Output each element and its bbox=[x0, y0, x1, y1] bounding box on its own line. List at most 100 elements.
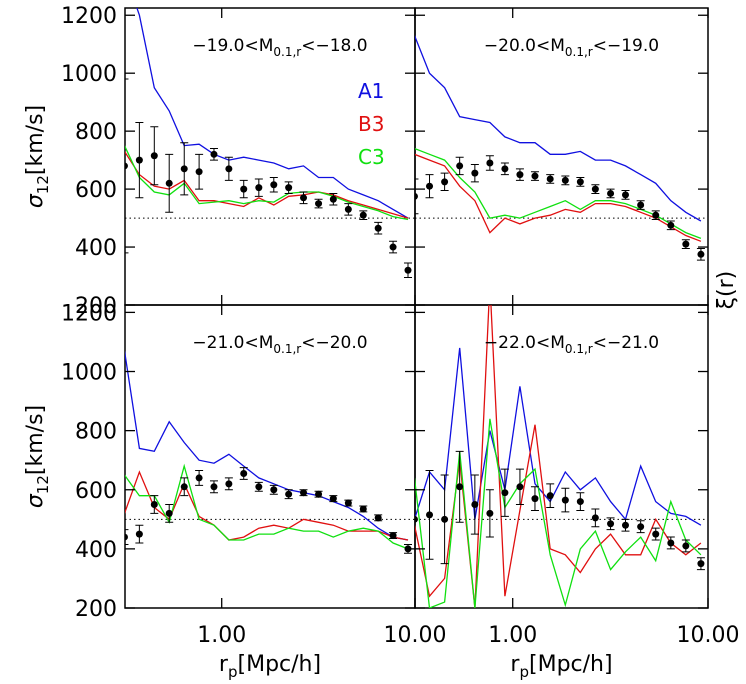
x-axis-label: rp[Mpc/h] bbox=[219, 652, 321, 681]
data-point bbox=[240, 185, 248, 193]
x-tick-label: 1.00 bbox=[197, 623, 246, 648]
data-point bbox=[501, 489, 509, 497]
series-line bbox=[136, 8, 409, 219]
data-point bbox=[300, 489, 308, 497]
data-point bbox=[501, 165, 509, 173]
data-point bbox=[389, 243, 397, 251]
title-sub: 0.1,r bbox=[565, 45, 593, 59]
data-point bbox=[637, 201, 645, 209]
data-point bbox=[344, 499, 352, 507]
y-axis-label-unit: [km/s] bbox=[23, 405, 48, 475]
data-point bbox=[165, 509, 173, 517]
data-point bbox=[374, 224, 382, 232]
data-point bbox=[441, 178, 449, 186]
data-point bbox=[531, 495, 539, 503]
data-point bbox=[135, 530, 143, 538]
title-sub: 0.1,r bbox=[273, 45, 301, 59]
plot-area bbox=[415, 305, 708, 608]
data-point bbox=[359, 211, 367, 219]
data-point bbox=[329, 495, 337, 503]
y-tick-label: 1000 bbox=[61, 62, 117, 87]
x-axis-label-sub: p bbox=[519, 663, 529, 681]
panel-frame bbox=[414, 304, 709, 609]
data-point bbox=[125, 162, 128, 170]
title-prefix: −20.0<M bbox=[484, 36, 565, 56]
title-suffix: <−18.0 bbox=[301, 36, 367, 56]
data-point bbox=[150, 501, 158, 509]
data-point bbox=[315, 200, 323, 208]
data-point bbox=[210, 483, 218, 491]
x-axis-label: rp[Mpc/h] bbox=[510, 652, 612, 681]
data-point bbox=[652, 530, 660, 538]
data-point bbox=[374, 514, 382, 522]
data-point bbox=[561, 176, 569, 184]
data-point bbox=[531, 172, 539, 180]
title-prefix: −21.0<M bbox=[192, 333, 273, 353]
x-axis-label-unit: [Mpc/h] bbox=[529, 652, 613, 677]
data-point bbox=[652, 211, 660, 219]
legend-entry: A1 bbox=[358, 79, 384, 103]
title-sub: 0.1,r bbox=[273, 342, 301, 356]
y-axis-label-sub: 12 bbox=[34, 475, 52, 494]
y-axis-label-sub: 12 bbox=[34, 175, 52, 194]
data-point bbox=[255, 184, 263, 192]
y-tick-label: 600 bbox=[75, 479, 117, 504]
data-point bbox=[415, 515, 418, 523]
data-point bbox=[516, 483, 524, 491]
data-point bbox=[135, 156, 143, 164]
data-point bbox=[426, 182, 434, 190]
legend-entry: C3 bbox=[358, 145, 385, 169]
data-point bbox=[441, 515, 449, 523]
series-line bbox=[125, 145, 409, 221]
error-bar bbox=[415, 178, 419, 215]
data-point bbox=[621, 191, 629, 199]
panel-title: −20.0<M0.1,r<−19.0 bbox=[484, 36, 659, 59]
data-point bbox=[456, 483, 464, 491]
data-point bbox=[389, 532, 397, 540]
y-tick-label: 1200 bbox=[61, 301, 117, 326]
data-point bbox=[415, 192, 418, 200]
title-suffix: <−21.0 bbox=[593, 333, 659, 353]
panel: −20.0<M0.1,r<−19.0 bbox=[414, 7, 709, 306]
x-axis-label-symbol: r bbox=[510, 652, 520, 677]
data-point bbox=[546, 492, 554, 500]
y-axis-label-symbol: σ bbox=[23, 193, 48, 208]
data-point bbox=[300, 194, 308, 202]
y-axis-label-unit: [km/s] bbox=[23, 105, 48, 175]
data-point bbox=[165, 179, 173, 187]
panel-title: −19.0<M0.1,r<−18.0 bbox=[192, 36, 367, 59]
series-line bbox=[415, 35, 702, 222]
data-point bbox=[225, 480, 233, 488]
title-prefix: −19.0<M bbox=[192, 36, 273, 56]
series-line bbox=[415, 147, 702, 240]
legend-entry: B3 bbox=[358, 112, 384, 136]
panel-title: −21.0<M0.1,r<−20.0 bbox=[192, 333, 367, 356]
series-line bbox=[415, 305, 702, 608]
y-tick-label: 200 bbox=[75, 294, 117, 319]
data-point bbox=[195, 168, 203, 176]
series-line bbox=[415, 347, 702, 526]
data-point bbox=[456, 162, 464, 170]
data-point bbox=[240, 469, 248, 477]
data-point bbox=[561, 496, 569, 504]
data-point bbox=[607, 520, 615, 528]
data-point bbox=[180, 483, 188, 491]
data-point bbox=[486, 509, 494, 517]
panel: 200 400 600 800 1000 1200 1.00 10.00 −21.0<M0.1,… bbox=[23, 301, 446, 681]
y-tick-label: 400 bbox=[75, 236, 117, 261]
x-tick-label: 10.00 bbox=[384, 623, 447, 648]
data-point bbox=[255, 483, 263, 491]
data-point bbox=[607, 189, 615, 197]
y-tick-label: 600 bbox=[75, 178, 117, 203]
data-point bbox=[682, 542, 690, 550]
data-point bbox=[576, 498, 584, 506]
data-point bbox=[591, 514, 599, 522]
y-tick-label: 400 bbox=[75, 538, 117, 563]
title-suffix: <−19.0 bbox=[593, 36, 659, 56]
x-axis-label-sub: p bbox=[228, 663, 238, 681]
data-point bbox=[150, 152, 158, 160]
data-point bbox=[682, 240, 690, 248]
data-point bbox=[667, 221, 675, 229]
series-line bbox=[415, 418, 702, 608]
